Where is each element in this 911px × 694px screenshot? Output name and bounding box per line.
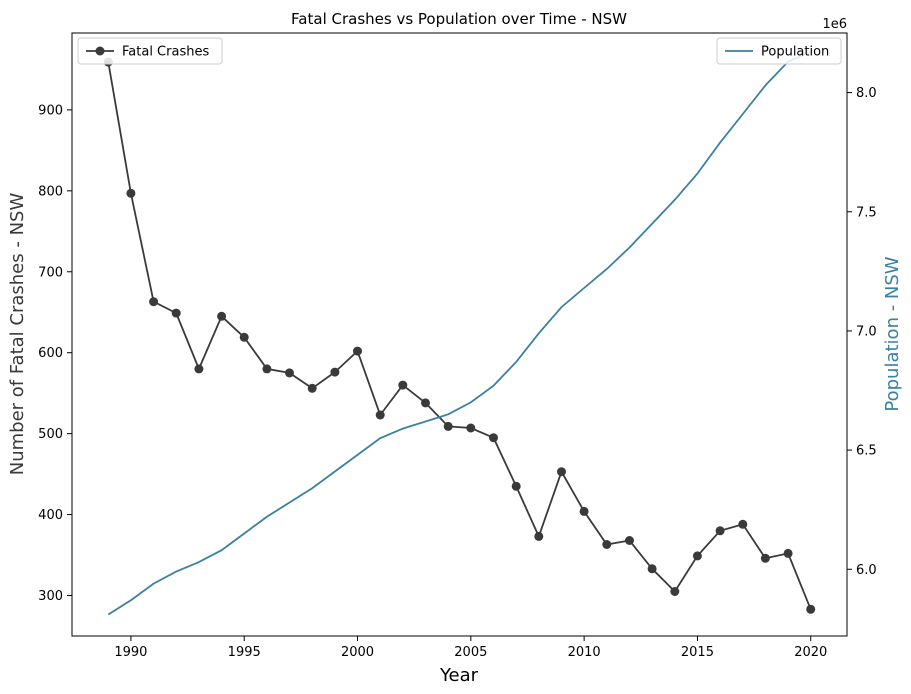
y-left-tick-label: 900 (38, 103, 63, 118)
x-tick-label: 2015 (681, 645, 714, 660)
fatal-crashes-point (760, 553, 770, 563)
chart-marks (103, 51, 816, 616)
fatal-crashes-point (511, 481, 521, 491)
fatal-crashes-point (647, 564, 657, 574)
fatal-crashes-point (171, 308, 181, 318)
x-tick-label: 2000 (341, 645, 374, 660)
y-left-tick-label: 800 (38, 184, 63, 199)
fatal-crashes-point (625, 536, 634, 545)
fatal-crashes-point (285, 368, 294, 378)
fatal-crashes-point (670, 587, 680, 596)
legend-box (77, 37, 223, 65)
fatal-crashes-point (353, 346, 362, 356)
right-axis-offset-label: 1e6 (822, 17, 847, 32)
y-left-tick-label: 600 (38, 346, 63, 361)
y-right-tick-label: 7.0 (856, 324, 877, 339)
fatal-crashes-point (126, 188, 136, 198)
y-axis-label-left: Number of Fatal Crashes - NSW (7, 193, 28, 476)
fatal-crashes-point (262, 364, 272, 374)
fatal-crashes-point (375, 410, 385, 420)
x-tick-label: 2005 (454, 645, 487, 660)
fatal-crashes-point (692, 551, 702, 561)
y-right-tick-label: 8.0 (856, 86, 877, 101)
legends: Fatal Crashes Population (77, 37, 842, 65)
fatal-crashes-point (421, 398, 430, 408)
fatal-crashes-point (149, 297, 159, 307)
y-right-tick-label: 6.5 (856, 444, 877, 459)
chart-axes: 1990 1995 2000 2005 2010 2015 2020 300 400 500 600… (38, 86, 877, 660)
x-tick-label: 1995 (228, 645, 261, 660)
fatal-crashes-point (443, 421, 453, 431)
plot-frame (71, 32, 848, 637)
fatal-crashes-point (194, 364, 204, 374)
y-axis-label-right: Population - NSW (882, 256, 903, 411)
x-tick-label: 2010 (568, 645, 601, 660)
legend-swatch-marker (95, 46, 105, 56)
x-tick-label: 1990 (114, 645, 147, 660)
fatal-crashes-point (738, 519, 748, 529)
fatal-crashes-point (715, 526, 725, 536)
legend-population: Population (716, 37, 842, 65)
fatal-crashes-point (602, 540, 612, 549)
legend-fatal-crashes: Fatal Crashes (77, 37, 223, 65)
x-axis-label: Year (439, 665, 479, 686)
y-left-tick-label: 500 (38, 427, 63, 442)
fatal-crashes-point (557, 467, 566, 477)
y-left-tick-label: 700 (38, 265, 63, 280)
fatal-crashes-point (217, 311, 227, 321)
y-left-tick-label: 400 (38, 508, 63, 523)
fatal-crashes-point (307, 383, 317, 393)
y-right-tick-label: 6.0 (856, 563, 877, 578)
fatal-crashes-point (330, 367, 340, 377)
legend-box (716, 37, 842, 65)
fatal-crashes-point (239, 332, 249, 342)
y-right-tick-label: 7.5 (856, 205, 877, 220)
fatal-crashes-point (489, 433, 498, 443)
x-tick-label: 2020 (794, 645, 827, 660)
fatal-crashes-line (107, 61, 812, 610)
legend-label: Fatal Crashes (122, 45, 209, 60)
chart-title: Fatal Crashes vs Population over Time - … (291, 10, 627, 28)
fatal-crashes-point (534, 531, 544, 541)
y-left-tick-label: 300 (38, 589, 63, 604)
legend-label: Population (761, 45, 829, 60)
fatal-crashes-point (806, 604, 816, 614)
population-line (107, 51, 812, 616)
fatal-crashes-point (398, 380, 408, 390)
fatal-crashes-point (783, 548, 793, 558)
fatal-crashes-point (466, 423, 476, 433)
fatal-crashes-point (579, 506, 589, 516)
